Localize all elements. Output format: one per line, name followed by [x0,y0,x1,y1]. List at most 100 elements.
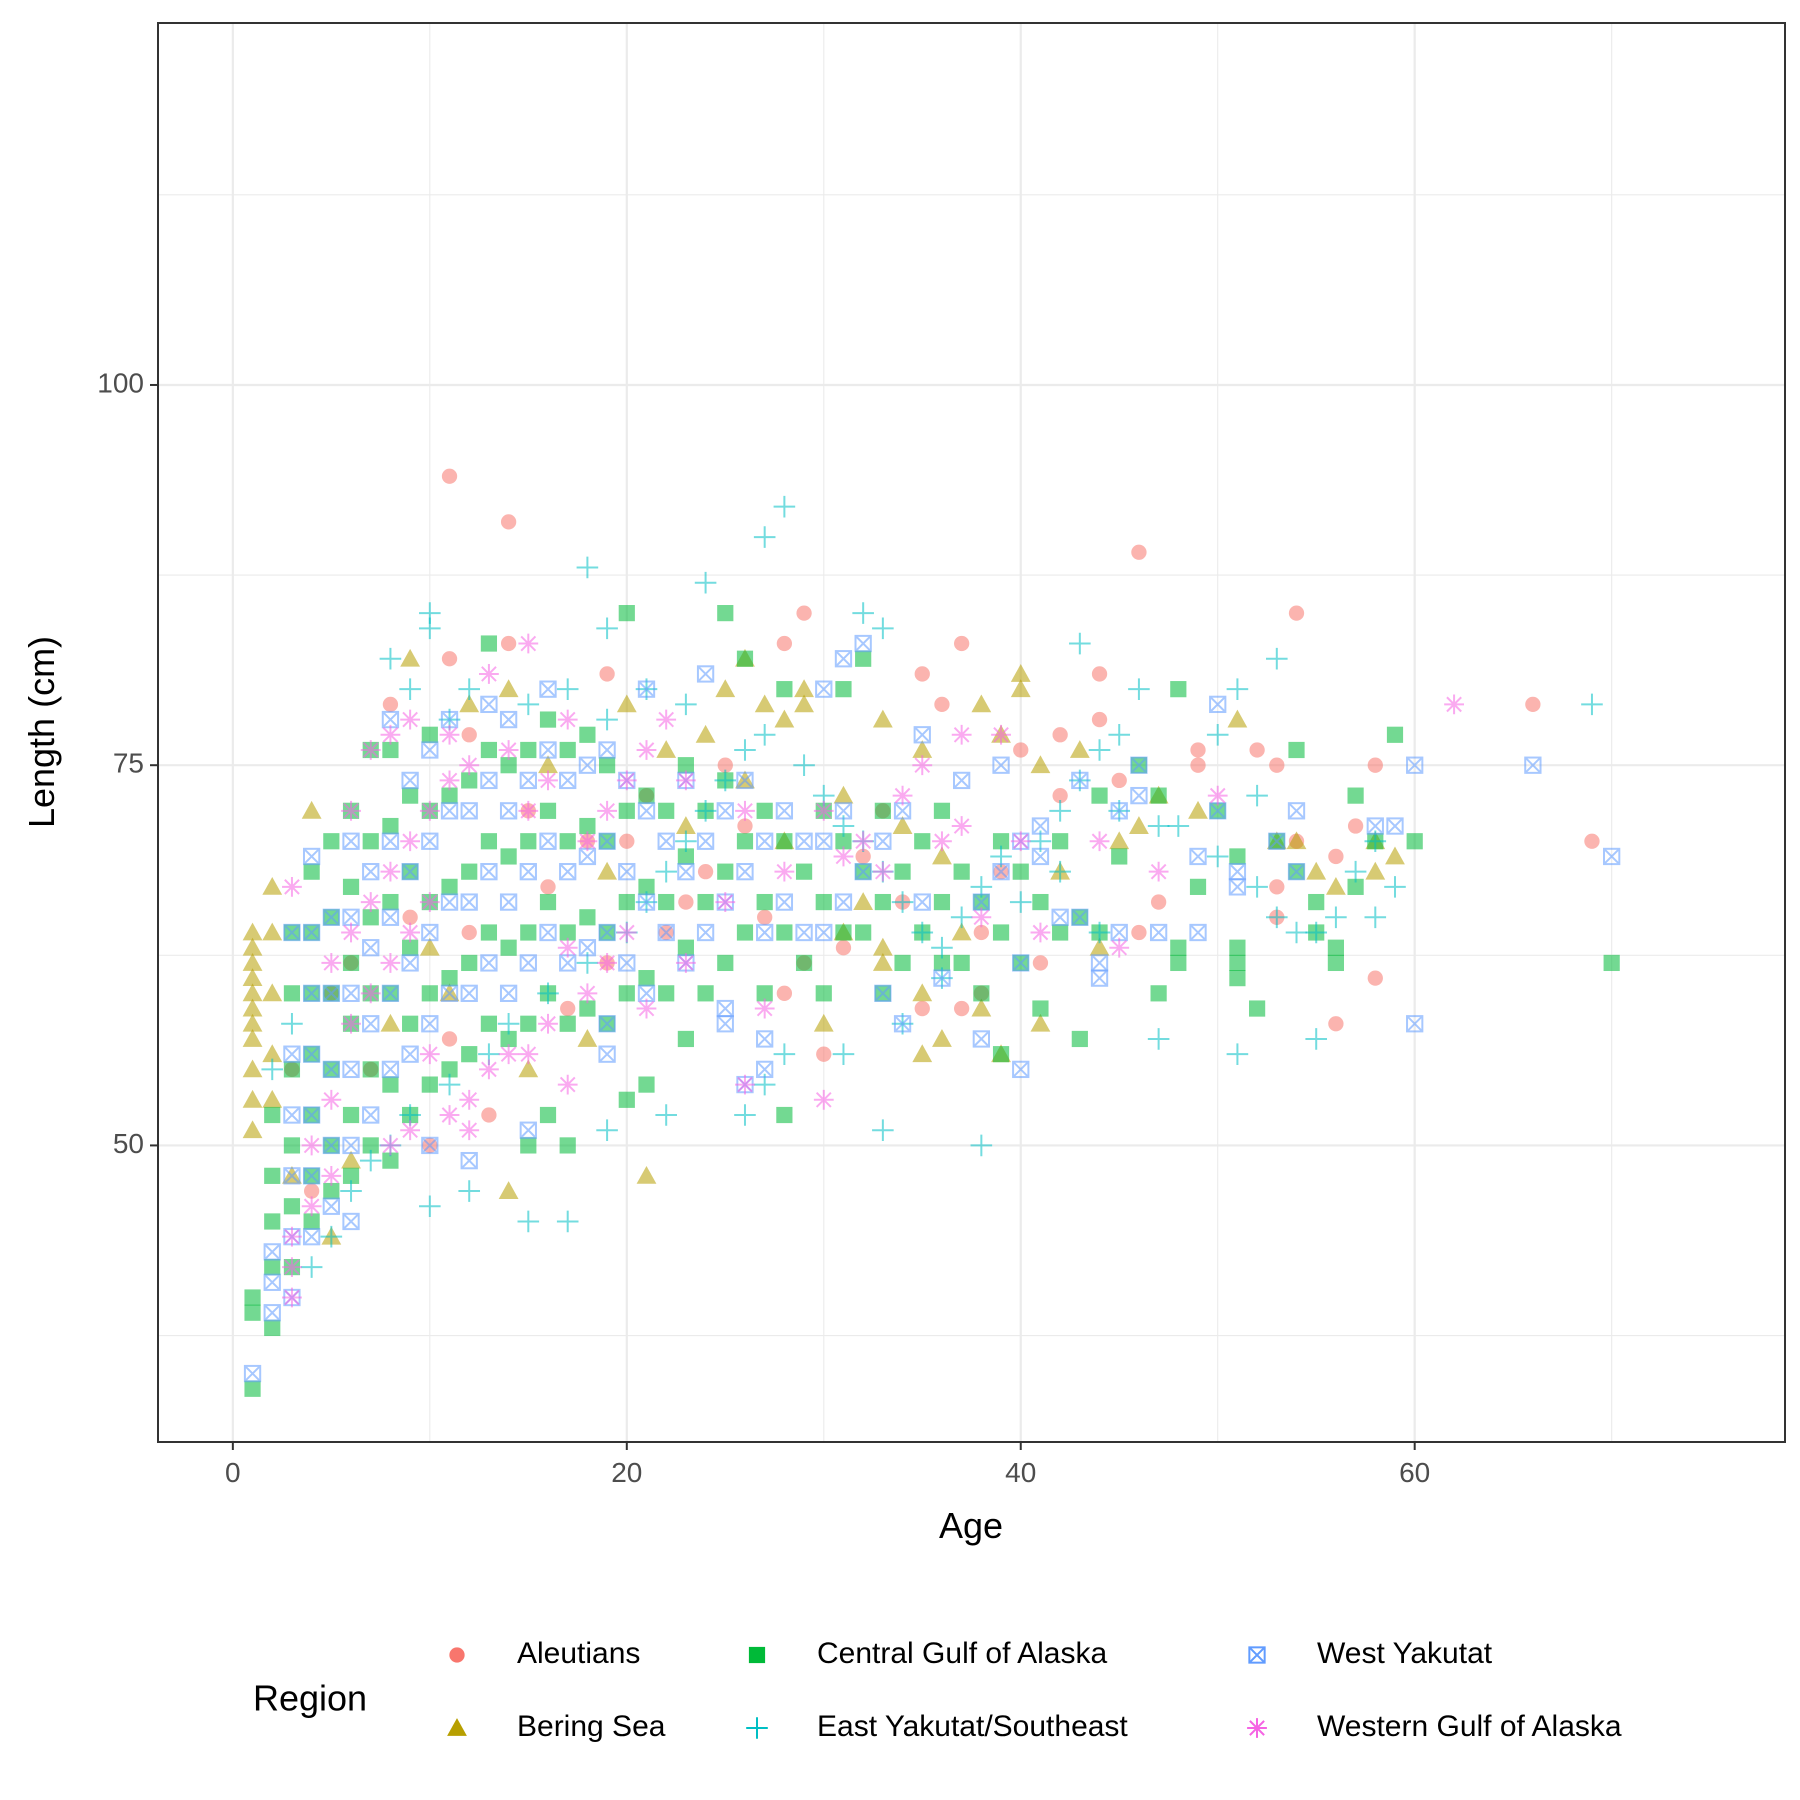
data-point [460,1151,478,1170]
data-point [519,954,537,972]
data-point [1288,605,1305,621]
data-point [872,1119,894,1142]
data-point [1206,723,1229,746]
data-point [931,936,953,959]
data-point [557,1074,578,1095]
data-point [677,939,694,956]
data-point [518,800,539,821]
data-point [242,1120,263,1139]
data-point [715,679,736,698]
data-point [835,681,852,698]
data-point [556,1210,579,1233]
data-point [853,892,874,911]
data-point [833,846,854,867]
data-point [1287,863,1306,881]
data-point [578,756,597,774]
data-point [656,740,677,758]
data-point [834,802,853,820]
data-point [499,710,518,729]
data-point [658,802,675,819]
data-point [283,923,301,942]
data-point [892,816,913,834]
data-point [399,678,421,700]
data-point [754,694,775,713]
data-point [242,1029,263,1047]
data-point [499,984,518,1002]
data-point [1049,860,1071,883]
data-point [1111,772,1127,789]
legend-label: Aleutians [517,1637,640,1670]
data-point [776,985,793,1001]
data-point [303,1183,320,1199]
data-point [992,924,1010,941]
data-point [1328,1016,1344,1032]
data-point [283,985,301,1002]
data-point [518,1044,539,1065]
data-point [616,922,637,943]
data-point [519,771,537,790]
data-point [1189,847,1207,866]
data-point [340,1180,362,1202]
data-point [677,848,694,865]
data-point [675,770,696,791]
data-point [774,709,795,728]
data-point [244,1380,261,1397]
data-point [835,833,852,850]
data-point [1229,954,1246,972]
data-point [480,695,498,714]
data-point [1249,1000,1266,1017]
data-point [263,1304,281,1322]
data-point [1091,711,1108,728]
data-point [1090,954,1109,972]
data-point [598,1045,616,1063]
data-point [1088,739,1111,761]
data-point [697,985,714,1002]
data-point [282,876,302,897]
data-point [440,984,459,1002]
data-point [439,724,460,745]
data-point [756,893,773,911]
data-point [242,968,263,987]
data-point [813,1089,834,1110]
data-point [597,861,617,880]
data-point [242,983,263,1002]
data-point [696,665,715,683]
data-point [441,970,458,987]
data-point [302,984,321,1002]
data-point [638,970,655,987]
data-point [754,998,775,1019]
data-point [461,863,478,880]
data-point [242,998,263,1017]
data-point [560,1000,576,1017]
data-point [1088,921,1111,944]
data-point [322,1060,340,1079]
data-point [853,831,874,852]
data-point [419,892,440,912]
data-point [954,635,970,652]
series-western-gulf-of-alaska [282,633,1464,1308]
data-point [400,922,421,943]
data-point [815,893,832,911]
data-point [736,833,754,850]
data-point [756,802,773,819]
legend-label: Central Gulf of Alaska [817,1637,1107,1670]
data-point [359,1149,382,1172]
data-point [1227,709,1248,728]
data-point [1010,679,1031,698]
data-point [402,939,419,956]
data-point [893,1015,912,1033]
data-point [262,1044,283,1063]
data-point [520,924,537,941]
data-point [1013,742,1029,758]
legend-label: Western Gulf of Alaska [1317,1710,1622,1743]
data-point [717,757,733,773]
data-point [480,863,498,881]
data-point [342,878,360,895]
data-point [518,633,539,654]
series-bering-sea [242,648,1405,1245]
data-point [382,696,399,713]
data-point [1188,800,1208,819]
data-point [500,514,517,530]
data-point [421,985,438,1002]
data-point [1367,970,1383,986]
